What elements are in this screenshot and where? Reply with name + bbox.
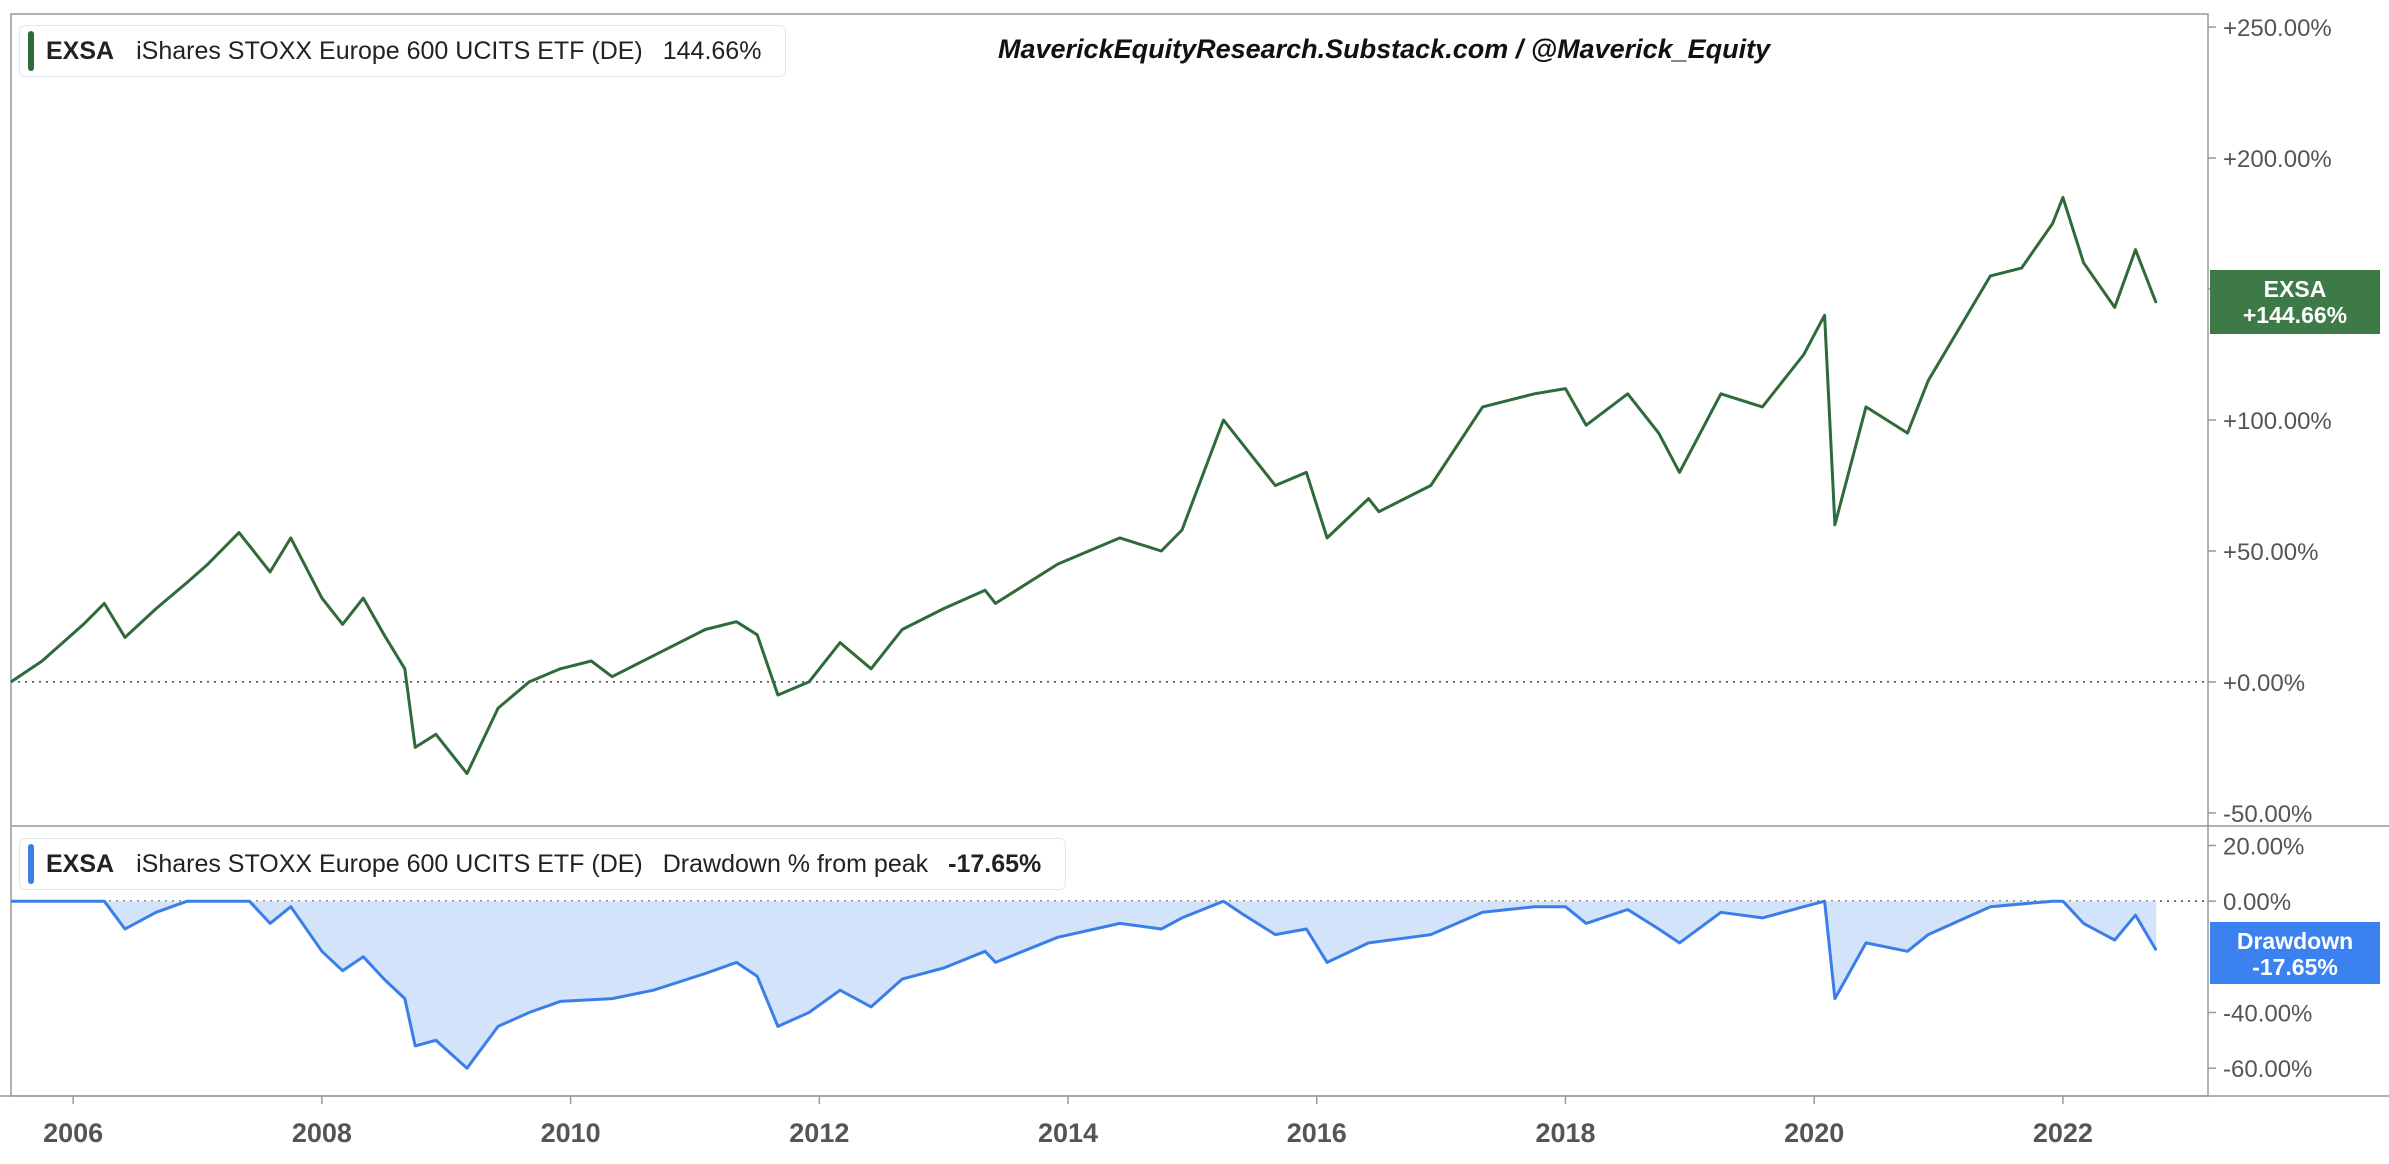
drawdown-legend-symbol: EXSA <box>46 849 115 878</box>
price-tag-value: +144.66% <box>2242 302 2348 328</box>
drawdown-ytick-label: 0.00% <box>2223 889 2291 916</box>
price-legend-swatch <box>28 31 34 71</box>
price-legend-symbol: EXSA <box>46 36 115 65</box>
price-last-value-tag: EXSA +144.66% <box>2210 270 2380 334</box>
drawdown-ytick-label: 20.00% <box>2223 833 2304 860</box>
watermark-text: MaverickEquityResearch.Substack.com / @M… <box>998 34 1771 64</box>
xtick-label: 2022 <box>2033 1118 2093 1148</box>
price-legend-value: 144.66% <box>662 36 762 65</box>
price-legend-name: iShares STOXX Europe 600 UCITS ETF (DE) <box>136 36 643 65</box>
price-ytick-label: +250.00% <box>2223 15 2332 42</box>
drawdown-tag-value: -17.65% <box>2252 954 2338 980</box>
drawdown-legend-metric: Drawdown % from peak <box>662 849 929 878</box>
xtick-label: 2008 <box>292 1118 352 1148</box>
xtick-label: 2012 <box>789 1118 849 1148</box>
drawdown-series-line <box>11 899 2158 1070</box>
xtick-label: 2014 <box>1038 1118 1098 1148</box>
price-ytick-label: +0.00% <box>2223 670 2305 697</box>
xtick-label: 2018 <box>1535 1118 1595 1148</box>
drawdown-y-axis: -60.00% -40.00% 0.00% 20.00% <box>2208 833 2312 1083</box>
drawdown-ytick-label: -60.00% <box>2223 1056 2312 1083</box>
drawdown-area <box>11 901 2157 1069</box>
price-tag-symbol: EXSA <box>2263 276 2327 302</box>
drawdown-tag-label: Drawdown <box>2236 928 2354 954</box>
price-ytick-label: -50.00% <box>2223 801 2312 828</box>
drawdown-legend-name: iShares STOXX Europe 600 UCITS ETF (DE) <box>136 849 643 878</box>
price-pane <box>10 195 2158 776</box>
price-series-line <box>10 195 2158 776</box>
chart-frame <box>0 13 2389 1097</box>
price-ytick-label: +50.00% <box>2223 539 2318 566</box>
drawdown-ytick-label: -40.00% <box>2223 1000 2312 1027</box>
drawdown-pane <box>11 899 2158 1070</box>
drawdown-legend-swatch <box>28 844 34 884</box>
xtick-label: 2020 <box>1784 1118 1844 1148</box>
price-ytick-label: +100.00% <box>2223 408 2332 435</box>
xtick-label: 2006 <box>43 1118 103 1148</box>
price-y-axis: -50.00%+0.00%+50.00%+100.00%+150.00%+200… <box>2208 15 2332 828</box>
price-ytick-label: +200.00% <box>2223 146 2332 173</box>
drawdown-legend[interactable]: EXSA iShares STOXX Europe 600 UCITS ETF … <box>19 838 1067 890</box>
drawdown-legend-value: -17.65% <box>948 849 1042 878</box>
xtick-label: 2010 <box>541 1118 601 1148</box>
x-axis: 2006 2008 2010 2012 2014 2016 2018 2020 2022 <box>43 1096 2093 1148</box>
drawdown-last-value-tag: Drawdown -17.65% <box>2210 922 2380 984</box>
xtick-label: 2016 <box>1287 1118 1347 1148</box>
price-legend[interactable]: EXSA iShares STOXX Europe 600 UCITS ETF … <box>19 25 787 77</box>
